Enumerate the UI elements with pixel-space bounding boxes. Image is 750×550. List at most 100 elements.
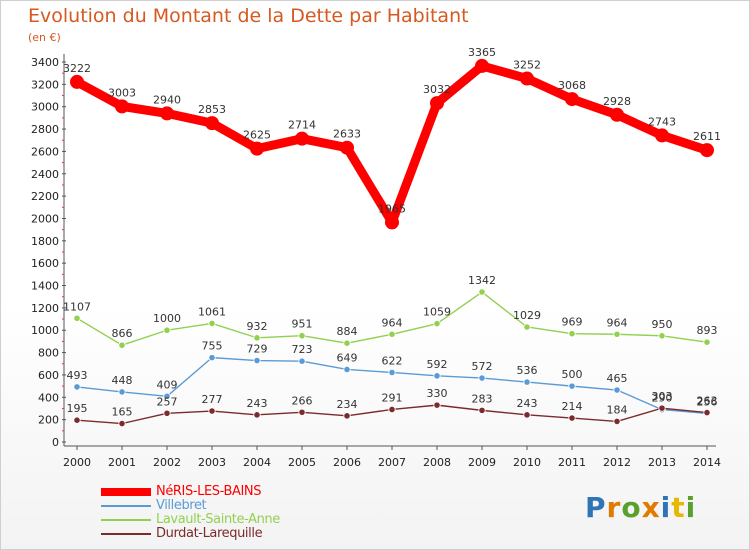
- y-tick-label: 2200: [31, 190, 59, 203]
- y-tick-label: 2000: [31, 212, 59, 225]
- data-label: 2743: [648, 115, 676, 128]
- data-point: [430, 96, 444, 111]
- data-point: [118, 341, 126, 349]
- data-label: 950: [652, 318, 673, 331]
- data-label: 277: [202, 393, 223, 406]
- data-label: 2714: [288, 119, 316, 132]
- y-tick-label: 1200: [31, 302, 59, 315]
- data-label: 283: [472, 392, 493, 405]
- x-tick-label: 2006: [333, 456, 361, 469]
- data-label: 969: [562, 316, 583, 329]
- data-point: [610, 107, 624, 122]
- legend-swatch: [101, 505, 151, 507]
- legend-swatch: [101, 488, 151, 496]
- data-label: 2633: [333, 128, 361, 141]
- data-label: 755: [202, 340, 223, 353]
- data-label: 649: [337, 351, 358, 364]
- chart-subtitle: (en €): [28, 31, 61, 44]
- x-tick-label: 2003: [198, 456, 226, 469]
- data-label: 291: [382, 391, 403, 404]
- series-3: [73, 401, 711, 428]
- data-point: [208, 354, 216, 362]
- y-tick-label: 3000: [31, 101, 59, 114]
- data-label: 3365: [468, 46, 496, 59]
- y-tick-label: 0: [52, 436, 59, 449]
- data-point: [478, 374, 486, 382]
- data-point: [160, 106, 174, 121]
- data-label: 3068: [558, 79, 586, 92]
- y-tick-label: 1000: [31, 324, 59, 337]
- legend-item: Lavault-Sainte-Anne: [101, 513, 280, 527]
- legend-label: NéRIS-LES-BAINS: [156, 484, 262, 499]
- y-tick-label: 800: [38, 347, 59, 360]
- data-label: 2853: [198, 103, 226, 116]
- series-1: [73, 354, 711, 417]
- data-label: 263: [697, 395, 718, 408]
- data-point: [568, 382, 576, 390]
- legend-swatch: [101, 533, 151, 535]
- data-label: 257: [157, 395, 178, 408]
- data-label: 536: [517, 364, 538, 377]
- data-label: 266: [292, 394, 313, 407]
- data-point: [343, 412, 351, 420]
- x-tick-label: 2000: [63, 456, 91, 469]
- series-0: [70, 58, 714, 230]
- data-point: [163, 326, 171, 334]
- data-label: 3222: [63, 62, 91, 75]
- x-tick-label: 2005: [288, 456, 316, 469]
- data-label: 3032: [423, 83, 451, 96]
- data-label: 2928: [603, 95, 631, 108]
- logo-letter: o: [621, 491, 642, 524]
- data-point: [73, 314, 81, 322]
- data-point: [568, 330, 576, 338]
- data-point: [253, 334, 261, 342]
- data-point: [118, 388, 126, 396]
- data-point: [253, 356, 261, 365]
- data-label: 1965: [378, 202, 406, 215]
- x-tick-label: 2009: [468, 456, 496, 469]
- data-point: [385, 215, 399, 230]
- chart-title: Evolution du Montant de la Dette par Hab…: [28, 5, 469, 27]
- data-point: [298, 357, 306, 365]
- x-tick-label: 2011: [558, 456, 586, 469]
- series-2: [73, 288, 711, 349]
- data-point: [388, 368, 396, 377]
- data-label: 1059: [423, 306, 451, 319]
- data-point: [298, 408, 306, 416]
- data-point: [163, 409, 171, 417]
- data-point: [700, 143, 714, 158]
- data-label: 951: [292, 318, 313, 331]
- data-point: [613, 330, 621, 338]
- y-tick-label: 3200: [31, 78, 59, 91]
- y-tick-label: 2600: [31, 145, 59, 158]
- legend-item: Durdat-Larequille: [101, 527, 280, 541]
- legend-item: Villebret: [101, 499, 280, 513]
- x-tick-label: 2002: [153, 456, 181, 469]
- legend-label: Durdat-Larequille: [156, 526, 263, 541]
- logo-letter: i: [685, 491, 697, 524]
- x-tick-label: 2001: [108, 456, 136, 469]
- logo-letter: r: [606, 491, 622, 524]
- x-tick-label: 2004: [243, 456, 271, 469]
- data-label: 214: [562, 400, 583, 413]
- legend-label: Lavault-Sainte-Anne: [156, 512, 280, 527]
- data-point: [115, 99, 129, 114]
- x-tick-label: 2012: [603, 456, 631, 469]
- data-label: 884: [337, 325, 358, 338]
- data-label: 465: [607, 372, 628, 385]
- data-label: 723: [292, 343, 313, 356]
- data-point: [565, 92, 579, 107]
- data-point: [478, 288, 486, 296]
- data-label: 195: [67, 402, 88, 415]
- data-point: [295, 131, 309, 146]
- data-label: 330: [427, 387, 448, 400]
- y-tick-label: 2400: [31, 168, 59, 181]
- data-label: 165: [112, 406, 133, 419]
- data-label: 448: [112, 374, 133, 387]
- logo-letter: P: [585, 491, 607, 524]
- data-point: [433, 401, 441, 409]
- data-point: [658, 332, 666, 340]
- y-tick-label: 400: [38, 391, 59, 404]
- data-point: [523, 378, 531, 386]
- x-tick-label: 2008: [423, 456, 451, 469]
